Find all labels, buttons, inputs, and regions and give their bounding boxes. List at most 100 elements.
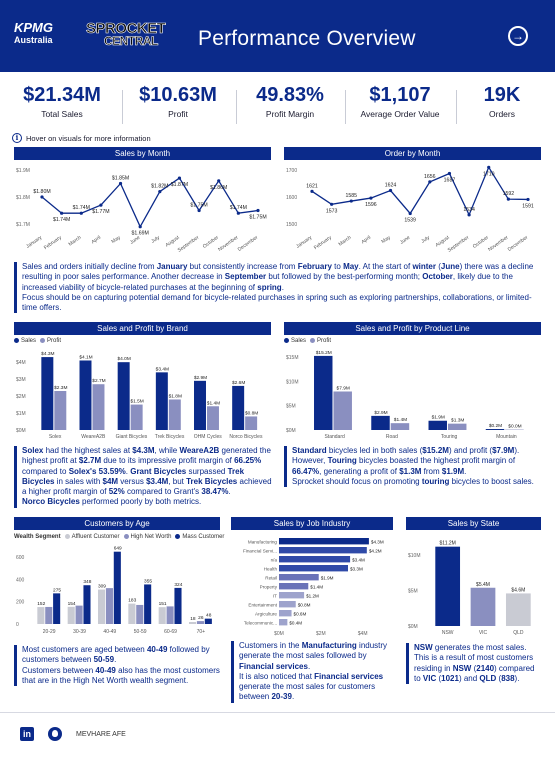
data-point	[40, 195, 44, 199]
x-tick-label: November	[487, 235, 510, 253]
data-label: 26	[198, 615, 204, 621]
state-insight-text: NSW generates the most sales. This is a …	[414, 643, 535, 683]
data-label: $11.2M	[440, 541, 456, 547]
page-title: Performance Overview	[198, 27, 416, 50]
data-label: 1591	[522, 203, 534, 209]
github-icon[interactable]	[48, 727, 62, 741]
data-label: $4.3M	[41, 351, 54, 357]
data-label: $1.74M	[230, 205, 247, 211]
legend-hnw-label: High Net Worth	[130, 534, 172, 541]
kpmg-logo: KPMG Australia	[14, 20, 53, 46]
x-tick-label: February	[43, 234, 63, 251]
sales-job-chart[interactable]: Manufacturing $4.3M Financial Servi... $4.2…	[231, 533, 393, 638]
y-tick-label: n/a	[271, 557, 278, 562]
data-label: $1.82M	[151, 184, 168, 190]
sales-by-month-chart[interactable]: $1.7M $1.8M $1.9M $1.80M January $1.74M Februa…	[14, 160, 271, 255]
bar-profit	[54, 391, 67, 430]
x-tick-label: QLD	[513, 630, 524, 636]
legend-affluent-label: Affluent Customer	[71, 534, 120, 541]
legend-sales[interactable]: Sales	[284, 338, 306, 344]
header: KPMG Australia SPROCKET CENTRAL Performa…	[0, 0, 555, 72]
legend-profit[interactable]: Profit	[40, 338, 61, 344]
bar-high-net-worth	[45, 606, 53, 624]
legend-dot-icon	[284, 338, 289, 343]
arrow-right-circle-icon[interactable]: →	[508, 26, 528, 46]
bar-mass-customer	[113, 551, 121, 624]
author-name: MEVHARE AFE	[76, 730, 126, 738]
data-point	[118, 181, 123, 186]
x-tick-label: January	[25, 234, 43, 249]
series-line	[311, 165, 529, 217]
data-point	[256, 208, 260, 213]
y-tick-label: 1500	[286, 222, 297, 228]
data-label: $4.0M	[117, 356, 130, 362]
sales-profit-brand-chart[interactable]: $0M $1M $2M $3M $4M $4.3M $2.3M Solex $4.1M $2.7M…	[14, 346, 271, 442]
kpi-divider	[236, 90, 237, 124]
legend-dot-icon	[123, 534, 129, 539]
data-label: $4.6M	[511, 587, 525, 593]
bar-sales	[232, 385, 245, 430]
data-label: $1.77M	[92, 209, 109, 215]
x-tick-label: February	[313, 234, 333, 251]
x-tick-label: $4M	[358, 631, 368, 637]
product-legend: Sales Profit	[284, 338, 331, 344]
linkedin-icon[interactable]: in	[20, 727, 34, 741]
customers-by-age-chart[interactable]: 0 200 400 600 152 275 20-29 154 348 30-39 309 649 40…	[14, 542, 220, 638]
legend-dot-icon	[40, 338, 46, 343]
legend-affluent[interactable]: Affluent Customer	[64, 534, 120, 541]
y-tick-label: 400	[16, 577, 25, 583]
bar-affluent-customer	[128, 603, 136, 624]
bar-sales	[371, 415, 390, 430]
bar-sales	[314, 355, 333, 430]
months-insight-text: Sales and orders initially decline from …	[22, 262, 534, 313]
x-tick-label: NSW	[442, 630, 454, 636]
product-insight-text: Standard bicycles led in both sales ($15…	[292, 446, 534, 486]
order-by-month-chart[interactable]: 1500 1600 1700 1621 January 1573 February 1585 M…	[284, 160, 541, 255]
kpmg-logo-text: KPMG	[14, 20, 53, 35]
legend-dot-icon	[64, 534, 70, 539]
bar-sales	[435, 546, 461, 626]
data-label: 649	[114, 546, 122, 552]
data-label: $0.2M	[489, 423, 502, 429]
y-tick-label: $1.9M	[16, 168, 30, 174]
data-label: $0.4M	[289, 620, 302, 625]
data-point	[79, 211, 83, 215]
y-tick-label: Argiculture	[255, 611, 277, 616]
bar-sales	[279, 538, 369, 545]
data-label: $0.0M	[508, 424, 521, 430]
bar-sales	[279, 574, 319, 581]
data-label: $4.1M	[79, 354, 92, 360]
data-label: $1.85M	[112, 176, 129, 182]
data-label: $1.74M	[53, 217, 70, 223]
data-label: $1.8M	[169, 393, 182, 399]
y-tick-label: $10M	[408, 553, 421, 559]
x-tick-label: June	[129, 235, 142, 246]
data-label: $5.4M	[476, 582, 490, 588]
legend-profit[interactable]: Profit	[310, 338, 331, 344]
state-insight: NSW generates the most sales. This is a …	[406, 643, 541, 685]
sales-state-chart[interactable]: $0M $5M $10M $11.2M NSW $5.4M VIC $4.6M QLD	[406, 533, 541, 638]
data-label: 1539	[404, 217, 416, 223]
data-point	[310, 189, 314, 193]
legend-mass[interactable]: Mass Customer	[175, 534, 224, 540]
bar-sales	[279, 547, 367, 554]
data-label: $7.9M	[337, 385, 350, 391]
data-point	[428, 180, 432, 184]
data-label: 355	[144, 578, 152, 584]
y-tick-label: 600	[16, 555, 25, 561]
bar-mass-customer	[174, 587, 182, 624]
legend-hnw[interactable]: High Net Worth	[123, 534, 172, 541]
kpi-label: Average Order Value	[360, 109, 440, 119]
data-point	[349, 199, 353, 203]
legend-title: Wealth Segment	[14, 534, 61, 541]
y-tick-label: $0M	[408, 624, 418, 630]
data-point	[388, 188, 393, 193]
legend-sales[interactable]: Sales	[14, 338, 36, 344]
sprocket-logo: SPROCKET CENTRAL	[86, 21, 166, 48]
data-label: $1.87M	[171, 182, 188, 188]
sales-profit-product-chart[interactable]: $0M $5M $10M $15M $15.2M $7.9M Standard $2.9M $1…	[284, 346, 541, 442]
data-label: $2.3M	[54, 385, 67, 391]
legend-dot-icon	[175, 534, 181, 539]
sales-profit-brand-title: Sales and Profit by Brand	[14, 322, 271, 335]
y-tick-label: $4M	[16, 360, 26, 366]
